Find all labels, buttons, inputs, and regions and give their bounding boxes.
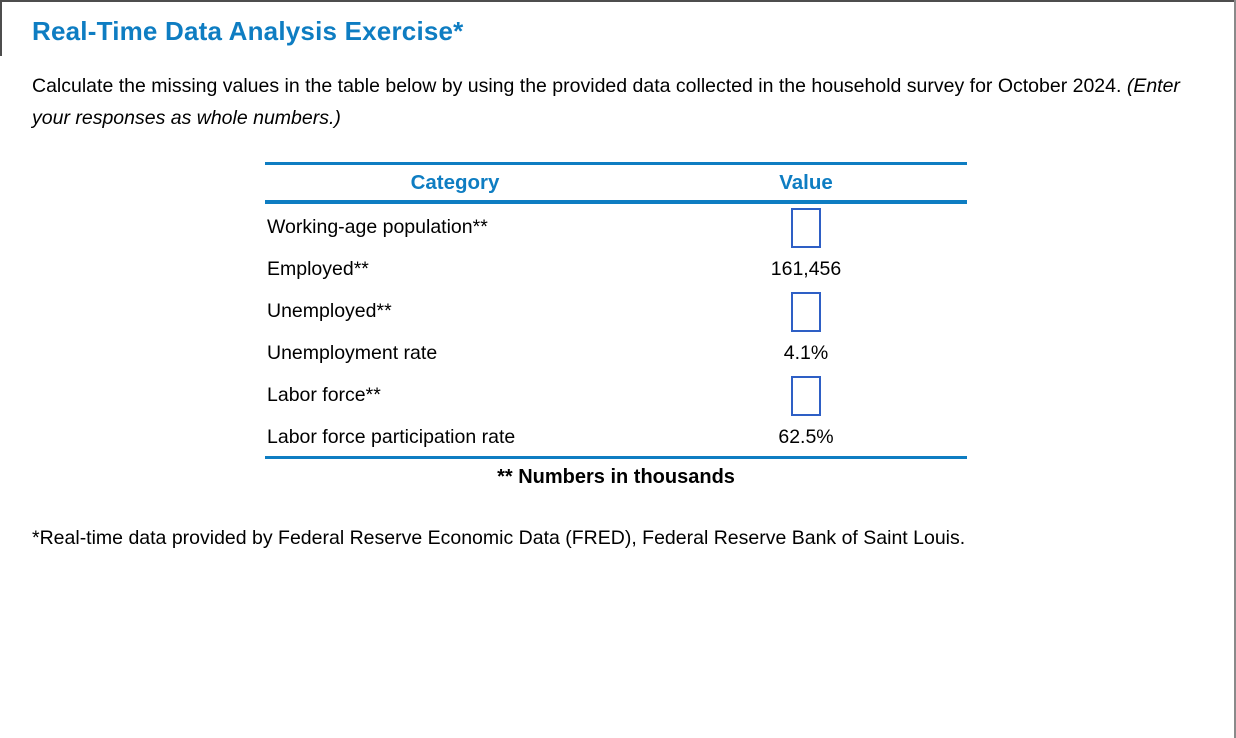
table-bottom-rule: [265, 456, 967, 459]
page-title: Real-Time Data Analysis Exercise*: [32, 16, 464, 46]
row-value: 4.1%: [783, 342, 829, 364]
row-value-cell: [645, 207, 967, 248]
row-category-label: Unemployed**: [267, 300, 392, 322]
row-value-cell: 62.5%: [645, 426, 967, 449]
column-header-category: Category: [410, 170, 500, 194]
answer-input-labor-force[interactable]: [791, 375, 821, 416]
row-value-cell: 4.1%: [645, 342, 967, 365]
table-row-labor-force: Labor force**: [265, 372, 967, 419]
table-row-working-age-population: Working-age population**: [265, 204, 967, 251]
instructions: Calculate the missing values in the tabl…: [32, 70, 1197, 134]
answer-input-unemployed[interactable]: [791, 291, 821, 332]
table-row-unemployment-rate: Unemployment rate 4.1%: [265, 335, 967, 372]
row-value: 62.5%: [778, 426, 834, 448]
table-row-employed: Employed** 161,456: [265, 251, 967, 288]
row-category-label: Working-age population**: [267, 216, 488, 238]
answer-input-working-age-population[interactable]: [791, 207, 821, 248]
row-category-label: Unemployment rate: [267, 342, 438, 364]
data-table: Category Value Working-age population** …: [265, 162, 967, 489]
column-header-value: Value: [779, 170, 833, 194]
row-category-label: Labor force participation rate: [267, 426, 516, 448]
footnote: *Real-time data provided by Federal Rese…: [32, 527, 966, 549]
window-border-right: [1234, 0, 1236, 738]
row-value-cell: 161,456: [645, 258, 967, 281]
page-content: Real-Time Data Analysis Exercise* Calcul…: [32, 16, 1204, 554]
table-row-labor-force-participation-rate: Labor force participation rate 62.5%: [265, 419, 967, 456]
table-header-row: Category Value: [265, 165, 967, 200]
table-caption: ** Numbers in thousands: [497, 466, 735, 488]
row-value-cell: [645, 375, 967, 416]
window-border-left-segment: [0, 0, 2, 56]
instructions-note-italic: (Enter your responses as whole numbers.): [32, 75, 1180, 129]
table-top-rule: [265, 162, 967, 165]
instructions-text: Calculate the missing values in the tabl…: [32, 75, 1127, 97]
row-category-label: Employed**: [267, 258, 369, 280]
table-row-unemployed: Unemployed**: [265, 288, 967, 335]
window-border-top: [0, 0, 1236, 2]
table-header-rule: [265, 200, 967, 204]
row-value-cell: [645, 291, 967, 332]
row-category-label: Labor force**: [267, 384, 381, 406]
row-value: 161,456: [770, 258, 842, 280]
